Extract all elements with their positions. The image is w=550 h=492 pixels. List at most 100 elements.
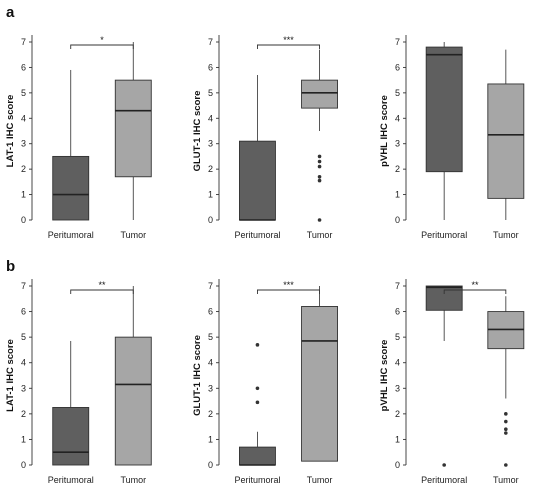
y-axis-label: GLUT-1 IHC score — [192, 91, 203, 172]
significance-bracket — [257, 289, 320, 294]
box-peritumoral — [52, 340, 90, 466]
outlier-point — [255, 386, 260, 391]
y-axis-label: GLUT-1 IHC score — [192, 335, 203, 416]
y-tick-label: 6 — [21, 307, 26, 317]
y-tick-label: 6 — [208, 62, 213, 72]
y-tick-label: 4 — [208, 358, 213, 368]
y-tick-label: 1 — [208, 434, 213, 444]
x-category-label: Tumor — [493, 230, 519, 240]
y-tick-label: 1 — [21, 434, 26, 444]
significance-stars: * — [100, 35, 104, 45]
box-iqr — [301, 79, 338, 109]
y-tick-label: 4 — [395, 358, 400, 368]
x-category-label: Peritumoral — [421, 475, 467, 485]
chart-4: 0 1 2 3 4 5 6 7 LAT-1 IHC score Peritumoral Tumor *… — [5, 279, 152, 485]
significance-bracket — [70, 44, 134, 49]
y-tick-label: 4 — [21, 358, 26, 368]
y-tick-label: 7 — [208, 281, 213, 291]
y-tick-label: 4 — [21, 113, 26, 123]
box-iqr — [114, 79, 152, 178]
y-tick-label: 5 — [21, 88, 26, 98]
y-tick-label: 0 — [21, 460, 26, 470]
outlier-point — [442, 463, 446, 467]
box-iqr — [301, 306, 338, 462]
y-tick-label: 4 — [395, 113, 400, 123]
x-category-label: Peritumoral — [234, 230, 280, 240]
y-tick-label: 0 — [395, 215, 400, 225]
box-tumor — [487, 296, 525, 467]
box-peritumoral — [425, 42, 463, 220]
y-tick-label: 6 — [395, 307, 400, 317]
x-category-label: Peritumoral — [421, 230, 467, 240]
y-tick-label: 1 — [21, 190, 26, 200]
y-tick-label: 3 — [395, 383, 400, 393]
y-tick-label: 5 — [208, 88, 213, 98]
box-tumor — [114, 42, 152, 220]
box-iqr — [238, 140, 276, 221]
significance-bracket — [257, 44, 320, 49]
y-tick-label: 4 — [208, 113, 213, 123]
y-tick-label: 1 — [395, 434, 400, 444]
box-peritumoral — [425, 285, 463, 467]
significance-stars: *** — [283, 35, 294, 45]
y-tick-label: 2 — [21, 409, 26, 419]
outlier-point — [317, 154, 322, 159]
significance-stars: ** — [471, 280, 479, 290]
y-tick-label: 0 — [395, 460, 400, 470]
box-iqr — [487, 83, 525, 199]
outlier-point — [504, 412, 508, 416]
y-tick-label: 5 — [21, 332, 26, 342]
outlier-point — [317, 218, 322, 222]
y-tick-label: 1 — [208, 190, 213, 200]
significance-bracket — [70, 289, 134, 294]
box-tumor — [301, 286, 338, 462]
y-tick-label: 2 — [208, 164, 213, 174]
box-iqr — [114, 336, 152, 466]
y-tick-label: 5 — [395, 88, 400, 98]
box-iqr — [52, 407, 90, 466]
y-tick-label: 2 — [395, 409, 400, 419]
outlier-point — [504, 419, 508, 424]
chart-2: 0 1 2 3 4 5 6 7 GLUT-1 IHC score Peritumoral Tumor… — [192, 35, 338, 240]
significance-bracket — [443, 289, 507, 294]
outlier-point — [317, 159, 322, 164]
box-peritumoral — [52, 69, 90, 221]
outlier-point — [317, 174, 322, 179]
outlier-point — [255, 343, 260, 347]
x-category-label: Peritumoral — [234, 475, 280, 485]
x-category-label: Tumor — [493, 475, 519, 485]
y-tick-label: 3 — [395, 139, 400, 149]
y-axis-label: LAT-1 IHC score — [5, 95, 16, 168]
x-category-label: Tumor — [307, 475, 333, 485]
y-tick-label: 6 — [21, 62, 26, 72]
chart-6: 0 1 2 3 4 5 6 7 pVHL IHC score Peritumoral Tumor ** — [379, 279, 525, 485]
y-tick-label: 7 — [395, 37, 400, 47]
panel-label-a: a — [6, 4, 15, 21]
outlier-point — [504, 463, 508, 467]
outlier-point — [504, 427, 508, 432]
box-tumor — [114, 286, 152, 466]
y-tick-label: 6 — [395, 62, 400, 72]
y-axis-label: pVHL IHC score — [379, 340, 390, 412]
y-tick-label: 3 — [208, 139, 213, 149]
panel-label-b: b — [6, 258, 15, 275]
y-tick-label: 7 — [395, 281, 400, 291]
box-tumor — [487, 49, 525, 220]
y-tick-label: 7 — [21, 281, 26, 291]
x-category-label: Tumor — [120, 475, 146, 485]
charts: 0 1 2 3 4 5 6 7 LAT-1 IHC score Peritumoral Tumor *… — [5, 35, 525, 485]
outlier-point — [255, 400, 260, 405]
y-tick-label: 5 — [395, 332, 400, 342]
outlier-point — [317, 164, 322, 169]
x-category-label: Peritumoral — [48, 475, 94, 485]
y-tick-label: 2 — [395, 164, 400, 174]
y-tick-label: 5 — [208, 332, 213, 342]
x-category-label: Tumor — [120, 230, 146, 240]
y-tick-label: 3 — [21, 139, 26, 149]
y-tick-label: 0 — [208, 215, 213, 225]
significance-stars: ** — [98, 280, 106, 290]
significance-stars: *** — [283, 280, 294, 290]
box-peritumoral — [238, 343, 276, 466]
y-tick-label: 7 — [21, 37, 26, 47]
y-tick-label: 2 — [21, 164, 26, 174]
